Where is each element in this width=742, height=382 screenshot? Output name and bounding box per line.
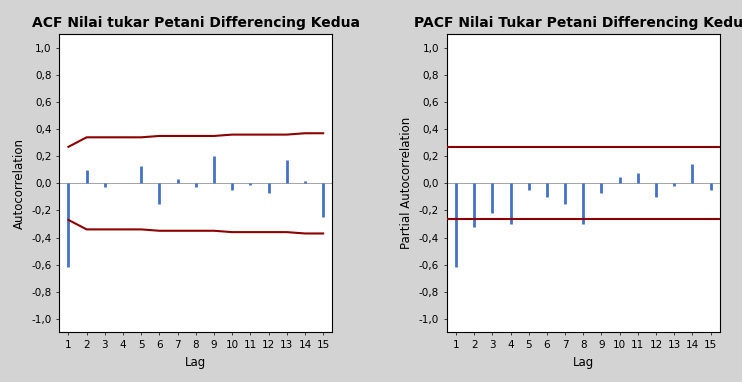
X-axis label: Lag: Lag [573, 356, 594, 369]
X-axis label: Lag: Lag [186, 356, 206, 369]
Y-axis label: Partial Autocorrelation: Partial Autocorrelation [401, 117, 413, 249]
Y-axis label: Autocorrelation: Autocorrelation [13, 138, 26, 229]
Title: PACF Nilai Tukar Petani Differencing Kedua: PACF Nilai Tukar Petani Differencing Ked… [414, 16, 742, 31]
Title: ACF Nilai tukar Petani Differencing Kedua: ACF Nilai tukar Petani Differencing Kedu… [32, 16, 360, 31]
